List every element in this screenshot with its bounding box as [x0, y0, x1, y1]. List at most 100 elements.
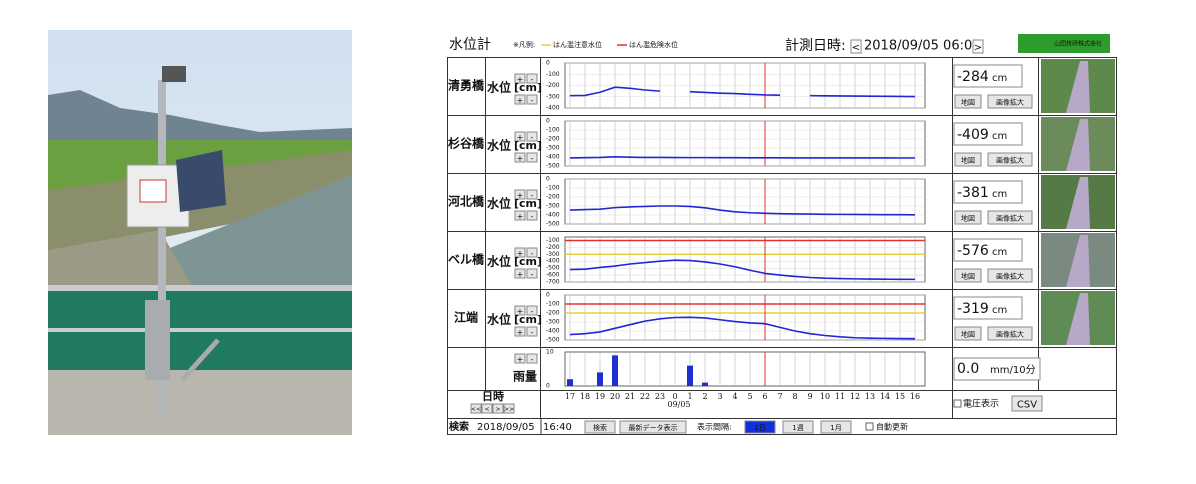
- latest-button-box[interactable]: [619, 420, 687, 434]
- minus-button-box[interactable]: [526, 210, 538, 221]
- y-tick-label: -200: [546, 136, 560, 143]
- level-box: [953, 296, 1023, 320]
- station-name: 河北橋: [447, 194, 485, 209]
- y-tick-label: -400: [546, 212, 560, 219]
- y-tick-label: -500: [546, 163, 560, 170]
- plus-button-box[interactable]: [514, 305, 526, 316]
- interval-button-box[interactable]: [782, 420, 814, 434]
- plus-button-box[interactable]: [514, 73, 526, 84]
- photo-canal: [1066, 61, 1090, 113]
- level-label: 水位: [487, 80, 511, 95]
- interval-button-box[interactable]: [820, 420, 852, 434]
- level-label: 水位: [487, 138, 511, 153]
- plus-button-box[interactable]: [514, 268, 526, 279]
- plus-button-box[interactable]: [514, 210, 526, 221]
- y-tick-label: -200: [546, 82, 560, 89]
- y-tick-label: -700: [546, 279, 560, 286]
- map-button-box[interactable]: [954, 268, 982, 283]
- map-button-box[interactable]: [954, 210, 982, 225]
- level-value: -381: [957, 185, 989, 201]
- x-tick-label: 8: [792, 392, 797, 401]
- interval-button: 1日: [754, 424, 765, 432]
- minus-button: -: [531, 154, 534, 163]
- plus-button: +: [517, 355, 524, 364]
- minus-button: -: [531, 75, 534, 84]
- nav-button-box[interactable]: [492, 403, 504, 414]
- legend-caution: はん濫注意水位: [553, 40, 602, 49]
- minus-button-box[interactable]: [526, 189, 538, 200]
- rain-bar: [612, 355, 618, 386]
- csv-button-box[interactable]: [1011, 395, 1043, 412]
- map-button-box[interactable]: [954, 94, 982, 109]
- level-box: [953, 180, 1023, 204]
- interval-button-box[interactable]: [744, 420, 776, 434]
- search-date: 2018/09/05: [477, 422, 535, 433]
- minus-button-box[interactable]: [526, 353, 538, 364]
- minus-button-box[interactable]: [526, 152, 538, 163]
- nav-button-box[interactable]: [481, 403, 493, 414]
- y-tick-label: -500: [546, 265, 560, 272]
- plus-button-box[interactable]: [514, 247, 526, 258]
- voltage-checkbox[interactable]: [953, 399, 962, 408]
- x-tick-label: 0: [672, 392, 677, 401]
- minus-button-box[interactable]: [526, 73, 538, 84]
- minus-button-box[interactable]: [526, 247, 538, 258]
- minus-button: -: [531, 249, 534, 258]
- dashboard: 水位計 ※凡例: はん濫注意水位 はん濫危険水位 計測日時: <2018/09/05 06…: [447, 34, 1117, 435]
- zoom-button-box[interactable]: [987, 152, 1033, 167]
- minus-button-box[interactable]: [526, 326, 538, 337]
- x-tick-label: 22: [640, 392, 650, 401]
- map-button: 地図: [961, 98, 975, 107]
- nav-button-box[interactable]: [470, 403, 482, 414]
- search-label: 検索: [449, 420, 469, 433]
- x-tick-label: 10: [820, 392, 830, 401]
- minus-button-box[interactable]: [526, 305, 538, 316]
- x-tick-label: 3: [717, 392, 722, 401]
- plus-button-box[interactable]: [514, 131, 526, 142]
- auto-checkbox[interactable]: [865, 422, 874, 431]
- y-tick-label: -500: [546, 221, 560, 228]
- plus-button-box[interactable]: [514, 94, 526, 105]
- zoom-button: 画像拡大: [996, 98, 1024, 107]
- y-tick-label: -300: [546, 251, 560, 258]
- zoom-button-box[interactable]: [987, 94, 1033, 109]
- nav-button-box[interactable]: [503, 403, 515, 414]
- x-tick-label: 4: [732, 392, 737, 401]
- x-tick-label: 20: [610, 392, 620, 401]
- zoom-button-box[interactable]: [987, 326, 1033, 341]
- minus-button-box[interactable]: [526, 131, 538, 142]
- plus-button: +: [517, 154, 524, 163]
- interval-button: 1月: [830, 424, 841, 432]
- y-tick-label: 0: [546, 60, 550, 67]
- zoom-button-box[interactable]: [987, 210, 1033, 225]
- zoom-button: 画像拡大: [996, 214, 1024, 223]
- plus-button: +: [517, 212, 524, 221]
- minus-button: -: [531, 133, 534, 142]
- map-button-box[interactable]: [954, 326, 982, 341]
- minus-button: -: [531, 270, 534, 279]
- level-value: -319: [957, 301, 989, 317]
- legend-label: ※凡例:: [513, 40, 535, 49]
- prev-button-box[interactable]: [850, 39, 862, 54]
- plus-button-box[interactable]: [514, 152, 526, 163]
- level-unit: cm: [992, 189, 1007, 200]
- next-button-box[interactable]: [972, 39, 984, 54]
- plus-button-box[interactable]: [514, 189, 526, 200]
- minus-button-box[interactable]: [526, 268, 538, 279]
- y-tick-label: -200: [546, 244, 560, 251]
- rain-bar: [567, 379, 573, 386]
- nav-button: <: [484, 406, 489, 413]
- zoom-button-box[interactable]: [987, 268, 1033, 283]
- y-tick-label: -100: [546, 301, 560, 308]
- x-tick-label: 16: [910, 392, 920, 401]
- plus-button-box[interactable]: [514, 326, 526, 337]
- plus-button-box[interactable]: [514, 353, 526, 364]
- minus-button: -: [531, 212, 534, 221]
- rain-bar: [597, 372, 603, 386]
- search-button-box[interactable]: [584, 420, 616, 434]
- x-tick-label: 6: [762, 392, 767, 401]
- map-button-box[interactable]: [954, 152, 982, 167]
- x-tick-label: 17: [565, 392, 575, 401]
- minus-button-box[interactable]: [526, 94, 538, 105]
- prev-button: <: [852, 43, 860, 54]
